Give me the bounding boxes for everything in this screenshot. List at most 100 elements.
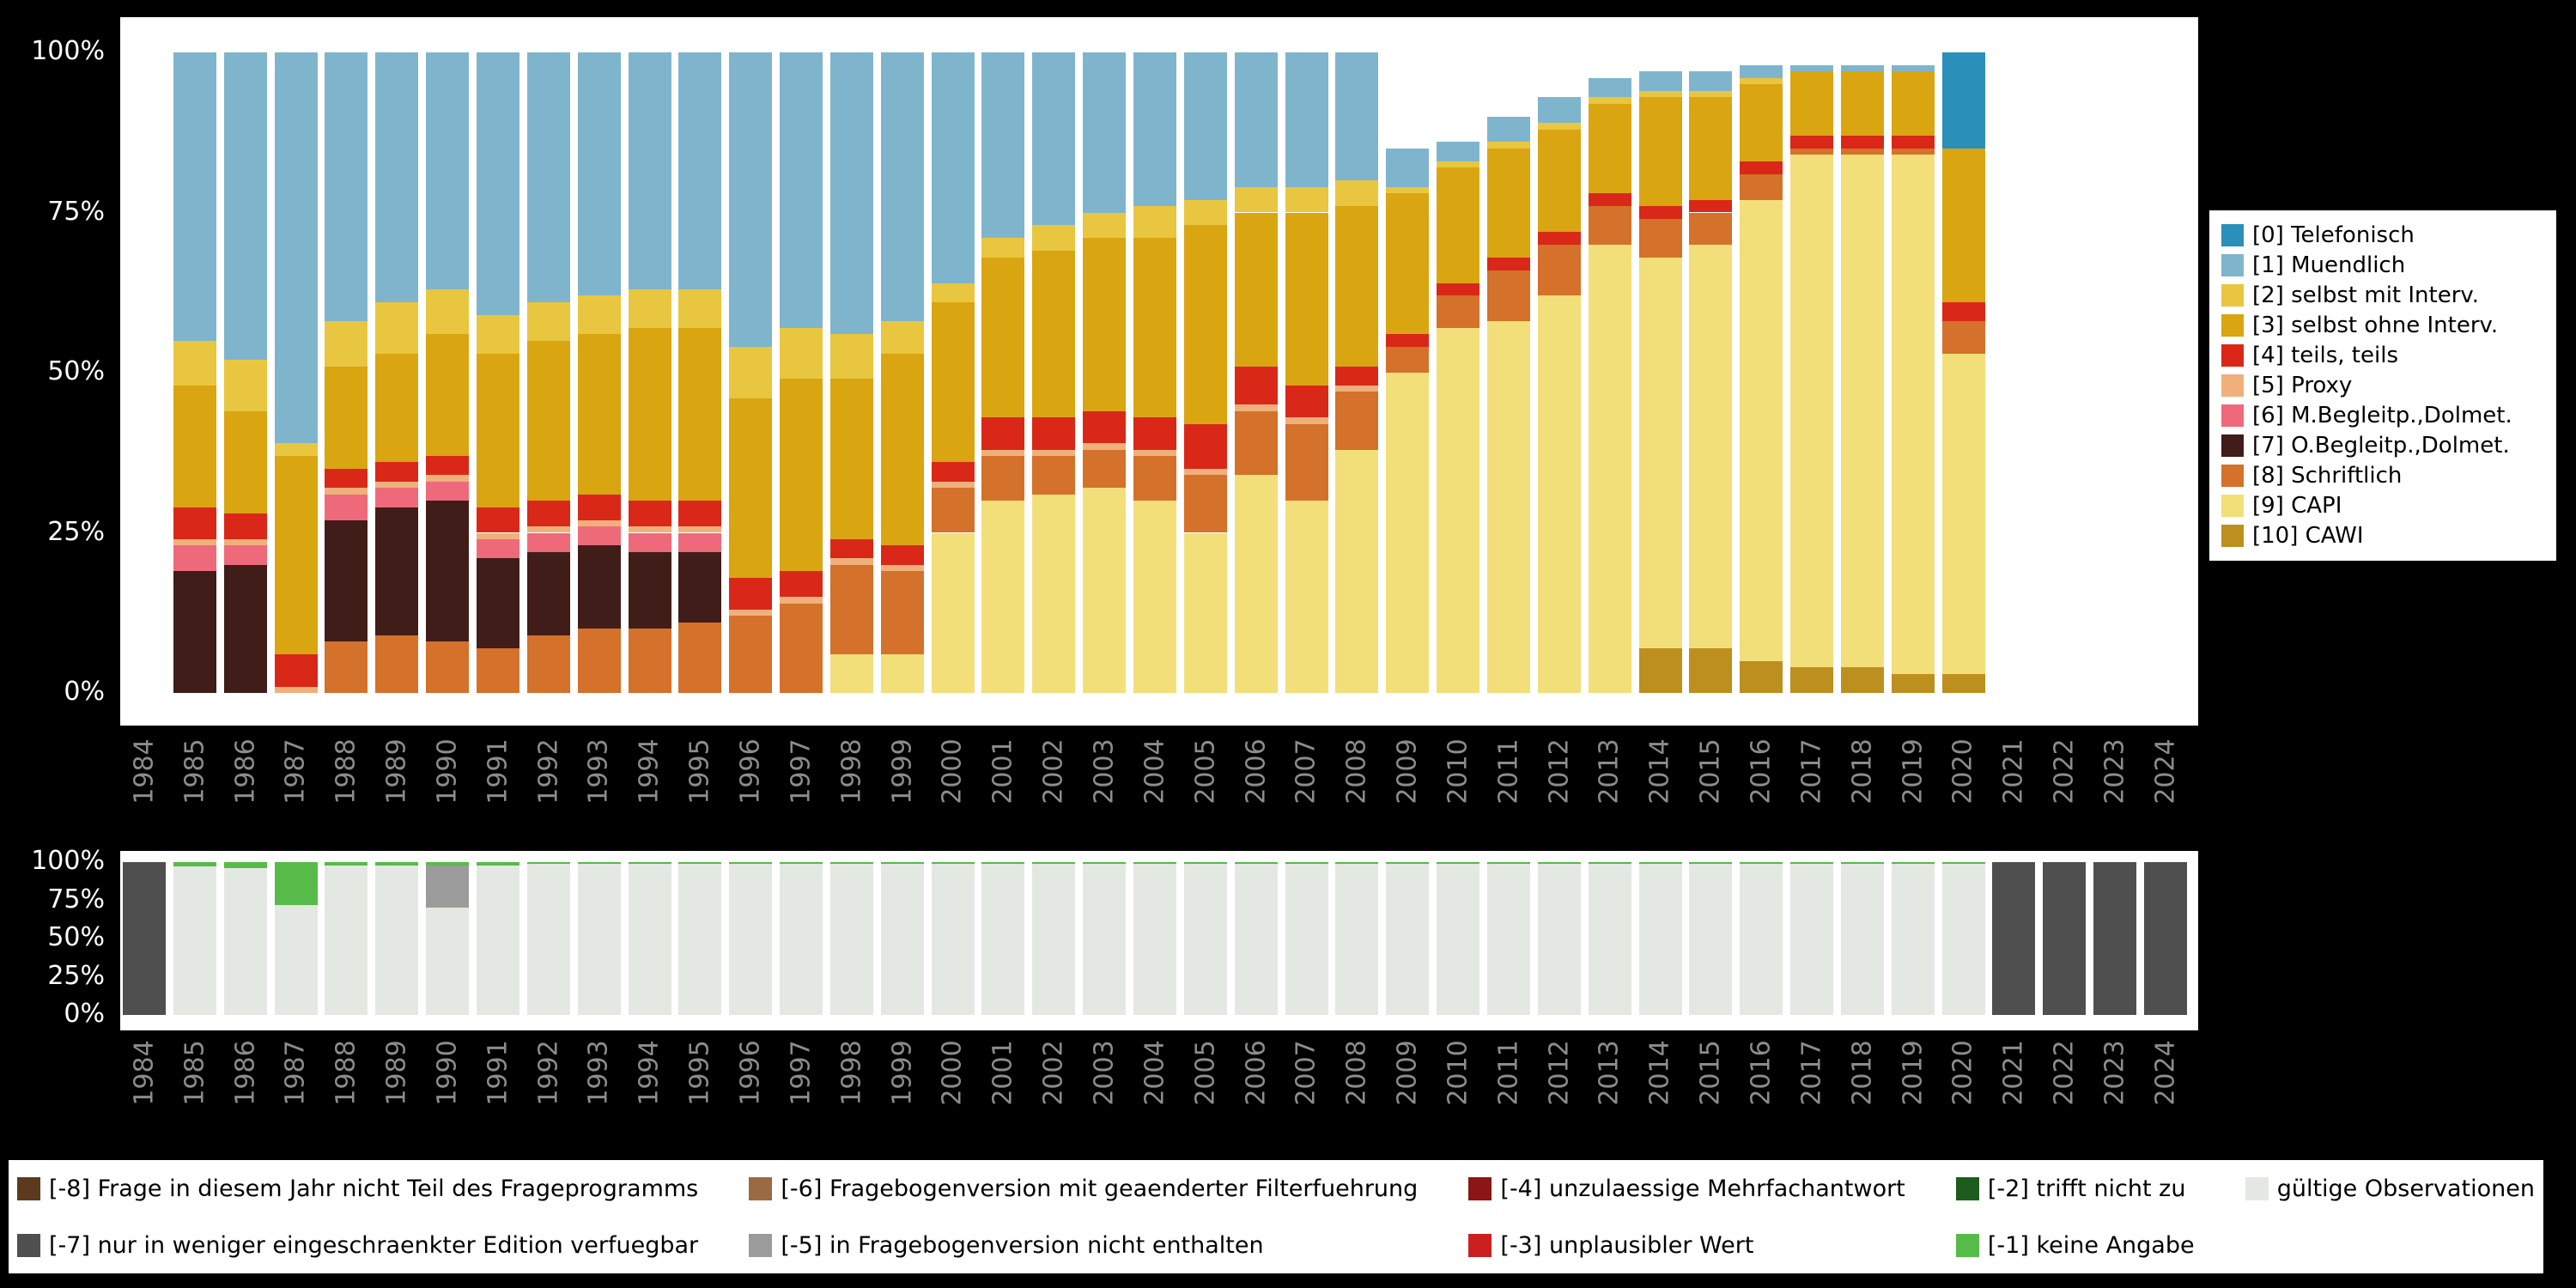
missings-bar-segment bbox=[1386, 862, 1430, 864]
missings-legend-swatch bbox=[1468, 1176, 1492, 1200]
main-bar-segment bbox=[1689, 647, 1733, 693]
main-legend-swatch bbox=[2221, 344, 2244, 367]
main-bar-segment bbox=[1234, 475, 1278, 693]
main-bar-segment bbox=[981, 238, 1025, 258]
missings-bar-segment bbox=[1386, 863, 1430, 1015]
main-legend-swatch bbox=[2221, 224, 2244, 246]
main-bar-segment bbox=[829, 564, 873, 655]
main-bar-segment bbox=[526, 551, 570, 635]
main-bar-segment bbox=[1840, 148, 1884, 155]
main-bar-segment bbox=[375, 301, 419, 354]
main-chart-legend: [0] Telefonisch [1] Muendlich [2] selbst m… bbox=[2209, 210, 2556, 561]
main-bar-segment bbox=[1032, 449, 1076, 456]
main-bar-segment bbox=[780, 52, 823, 328]
missings-legend-swatch bbox=[1468, 1233, 1492, 1257]
main-legend-label: [3] selbst ohne Interv. bbox=[2252, 313, 2499, 338]
main-bar-segment bbox=[829, 538, 873, 559]
missings-bar-segment bbox=[1891, 863, 1935, 1015]
main-bar-segment bbox=[931, 283, 975, 302]
missings-bar-segment bbox=[1840, 863, 1884, 1015]
main-bar-segment bbox=[1891, 673, 1935, 693]
main-bar-segment bbox=[1740, 660, 1783, 693]
main-bar-segment bbox=[1486, 116, 1530, 143]
missings-bar-segment bbox=[1588, 862, 1631, 864]
missings-bar-segment bbox=[426, 865, 470, 908]
main-bar-segment bbox=[325, 366, 368, 469]
main-legend-label: [2] selbst mit Interv. bbox=[2252, 283, 2480, 308]
main-bar-segment bbox=[1891, 148, 1935, 155]
main-legend-label: [1] Muendlich bbox=[2252, 252, 2406, 278]
missings-bar-segment bbox=[729, 863, 773, 1015]
main-legend-swatch bbox=[2221, 314, 2244, 337]
main-bar-segment bbox=[1083, 410, 1127, 444]
main-bar-segment bbox=[577, 519, 621, 527]
main-bar-segment bbox=[729, 610, 773, 617]
main-bar-segment bbox=[780, 603, 823, 693]
main-bar-segment bbox=[1386, 334, 1430, 348]
main-bar-segment bbox=[577, 526, 621, 546]
missings-bar-segment bbox=[223, 862, 267, 869]
main-bar-segment bbox=[1537, 231, 1581, 245]
main-bar-segment bbox=[1537, 123, 1581, 130]
main-bar-segment bbox=[1437, 161, 1480, 168]
missings-bar-segment bbox=[780, 862, 823, 864]
missings-legend-swatch bbox=[749, 1176, 773, 1200]
missings-bar-segment bbox=[1437, 862, 1480, 864]
missings-legend-swatch bbox=[1955, 1233, 1979, 1257]
main-bar-segment bbox=[526, 301, 570, 341]
main-bar-segment bbox=[729, 347, 773, 398]
main-bar-segment bbox=[476, 538, 519, 559]
missings-legend-item: [-1] keine Angabe bbox=[1955, 1232, 2195, 1259]
main-legend-swatch bbox=[2221, 434, 2244, 457]
main-bar-segment bbox=[1941, 148, 1985, 302]
main-legend-label: [9] CAPI bbox=[2252, 493, 2342, 519]
main-bar-segment bbox=[1941, 52, 1985, 149]
missings-bar-segment bbox=[931, 863, 975, 1015]
main-bar-segment bbox=[1740, 77, 1783, 85]
main-y-tick-label: 0% bbox=[64, 677, 105, 707]
main-bar-segment bbox=[223, 52, 267, 361]
main-bar-segment bbox=[526, 532, 570, 552]
missings-bar-segment bbox=[1486, 862, 1530, 864]
main-bar-segment bbox=[628, 327, 671, 501]
main-bar-segment bbox=[1285, 417, 1328, 424]
main-bar-segment bbox=[729, 616, 773, 693]
missings-legend-item: [-6] Fragebogenversion mit geaenderter F… bbox=[749, 1176, 1418, 1202]
main-bar-segment bbox=[1234, 366, 1278, 405]
missings-bar-segment bbox=[678, 862, 722, 864]
main-bar-segment bbox=[1234, 410, 1278, 476]
main-bar-segment bbox=[577, 494, 621, 520]
main-bar-segment bbox=[223, 410, 267, 514]
missings-bar-segment bbox=[426, 908, 470, 1015]
main-bar-segment bbox=[1891, 135, 1935, 149]
main-bar-segment bbox=[880, 571, 924, 655]
missings-bar-segment bbox=[1638, 863, 1682, 1015]
main-bar-segment bbox=[1588, 206, 1631, 245]
main-bar-segment bbox=[577, 334, 621, 495]
missings-legend-swatch bbox=[17, 1233, 40, 1257]
main-bar-segment bbox=[678, 551, 722, 623]
missings-bar-segment bbox=[1083, 863, 1127, 1015]
main-bar-segment bbox=[1032, 225, 1076, 252]
missings-bar-segment bbox=[931, 862, 975, 864]
main-bar-segment bbox=[325, 52, 368, 322]
missings-legend-swatch bbox=[749, 1233, 773, 1257]
main-bar-segment bbox=[1638, 71, 1682, 91]
main-bar-segment bbox=[223, 538, 267, 546]
main-bar-segment bbox=[1638, 647, 1682, 693]
main-bar-segment bbox=[426, 455, 470, 476]
main-bar-segment bbox=[1234, 404, 1278, 411]
main-legend-label: [5] Proxy bbox=[2252, 373, 2353, 398]
main-bar-segment bbox=[1840, 135, 1884, 149]
main-bar-segment bbox=[1486, 321, 1530, 693]
main-bar-segment bbox=[678, 501, 722, 527]
main-bar-segment bbox=[981, 455, 1025, 501]
missings-bar-segment bbox=[1790, 863, 1834, 1015]
main-bar-segment bbox=[780, 379, 823, 572]
missings-bar-segment bbox=[274, 862, 318, 905]
main-bar-segment bbox=[1790, 135, 1834, 149]
missings-legend-swatch bbox=[2245, 1176, 2269, 1200]
main-bar-segment bbox=[729, 398, 773, 578]
main-bar-segment bbox=[375, 635, 419, 693]
main-bar-segment bbox=[577, 52, 621, 296]
